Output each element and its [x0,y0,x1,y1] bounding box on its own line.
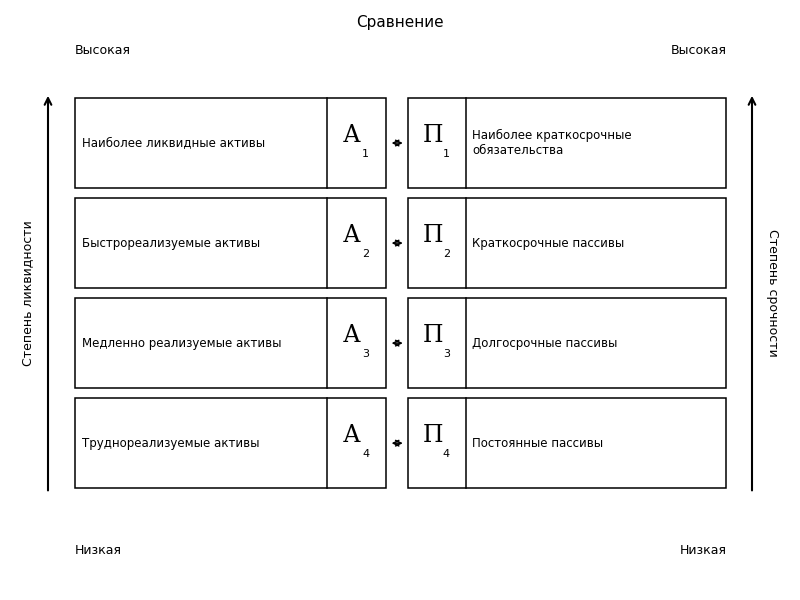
Text: Степень ликвидности: Степень ликвидности [22,220,34,366]
Text: П: П [422,124,443,148]
Text: 2: 2 [362,249,370,259]
Bar [75,198,386,288]
Text: Медленно реализуемые активы: Медленно реализуемые активы [82,337,281,350]
Text: Наиболее краткосрочные
обязательства: Наиболее краткосрочные обязательства [472,129,632,157]
Bar [75,398,386,488]
Text: Постоянные пассивы: Постоянные пассивы [472,437,603,449]
Text: Сравнение: Сравнение [356,14,444,29]
Text: П: П [422,325,443,347]
Bar [408,98,726,188]
Bar [75,98,386,188]
Text: Низкая: Низкая [75,544,122,557]
Text: Высокая: Высокая [670,44,726,58]
Text: 4: 4 [362,449,370,459]
Text: 1: 1 [443,149,450,159]
Text: Наиболее ликвидные активы: Наиболее ликвидные активы [82,137,265,149]
Text: А: А [343,124,361,148]
Text: Степень срочности: Степень срочности [766,229,778,357]
Text: 2: 2 [443,249,450,259]
Bar [408,298,726,388]
Text: А: А [343,424,361,448]
Text: 1: 1 [362,149,369,159]
Bar [408,198,726,288]
Text: 3: 3 [443,349,450,359]
Text: Низкая: Низкая [679,544,726,557]
Bar [408,398,726,488]
Text: Долгосрочные пассивы: Долгосрочные пассивы [472,337,618,350]
Text: 3: 3 [362,349,369,359]
Text: А: А [343,224,361,247]
Text: П: П [422,224,443,247]
Text: А: А [343,325,361,347]
Bar [75,298,386,388]
Text: Высокая: Высокая [75,44,131,58]
Text: Краткосрочные пассивы: Краткосрочные пассивы [472,236,624,250]
Text: 4: 4 [443,449,450,459]
Text: П: П [422,424,443,448]
Text: Труднореализуемые активы: Труднореализуемые активы [82,437,259,449]
Text: Быстрореализуемые активы: Быстрореализуемые активы [82,236,260,250]
